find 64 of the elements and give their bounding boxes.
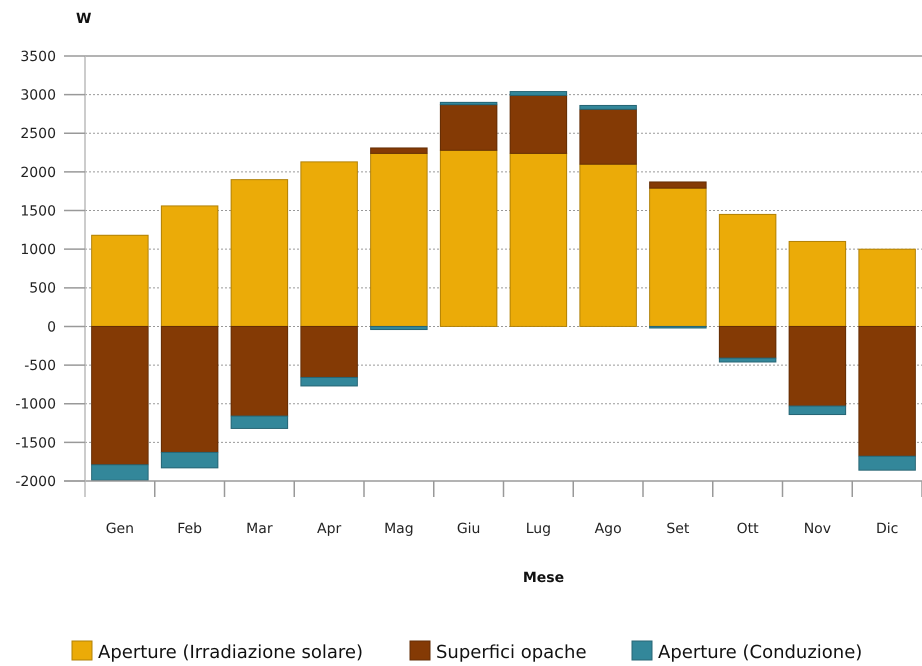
y-tick-label: 2500 — [20, 126, 56, 142]
y-tick-label: -2000 — [15, 474, 56, 490]
bar — [858, 326, 916, 457]
bar — [370, 326, 428, 330]
x-tick-label: Giu — [456, 521, 480, 537]
x-tick-label: Ott — [736, 521, 760, 537]
bar — [649, 181, 707, 189]
x-tick-label: Nov — [804, 521, 832, 537]
bar — [718, 326, 776, 359]
x-tick-label: Ago — [594, 521, 622, 537]
bar — [510, 91, 568, 96]
bar — [788, 406, 846, 416]
bar — [91, 326, 149, 466]
bar — [788, 240, 846, 327]
x-tick-label: Gen — [106, 521, 134, 537]
bar — [649, 188, 707, 327]
legend-label: Aperture (Irradiazione solare) — [98, 642, 363, 663]
legend-label: Superfici opache — [436, 642, 587, 663]
bar — [230, 416, 288, 429]
bar — [300, 161, 358, 327]
bar — [858, 248, 916, 327]
bar — [579, 108, 637, 165]
x-tick-label: Feb — [177, 521, 202, 537]
bar — [440, 102, 498, 106]
y-tick-label: 1500 — [20, 203, 56, 220]
bar — [300, 326, 358, 378]
y-tick-label: 2000 — [20, 164, 56, 181]
bar — [510, 152, 568, 327]
bar — [440, 104, 498, 151]
bar — [160, 205, 218, 327]
y-tick-label: 500 — [29, 280, 56, 297]
x-tick-label: Lug — [526, 521, 552, 537]
bar — [300, 376, 358, 386]
bar — [230, 326, 288, 417]
y-tick-label: -500 — [24, 358, 56, 374]
bar — [160, 326, 218, 453]
bar — [788, 326, 846, 407]
y-tick-label: 3500 — [20, 48, 56, 65]
bar — [91, 464, 149, 481]
bar — [579, 104, 637, 110]
bar — [579, 164, 637, 327]
bar — [858, 456, 916, 471]
bar — [510, 94, 568, 154]
x-tick-label: Mar — [246, 521, 273, 537]
y-tick-label: -1000 — [15, 396, 56, 413]
x-tick-label: Set — [666, 521, 690, 537]
legend-label: Aperture (Conduzione) — [658, 642, 862, 663]
bar — [91, 234, 149, 327]
bar — [370, 147, 428, 154]
bar — [230, 179, 288, 327]
bar — [718, 214, 776, 327]
y-tick-label: 3000 — [20, 88, 56, 104]
y-tick-label: -1500 — [15, 435, 56, 452]
bar — [160, 452, 218, 468]
y-tick-label: 1000 — [20, 242, 56, 258]
x-tick-label: Dic — [876, 521, 898, 537]
bar — [370, 152, 428, 327]
y-axis-title: W — [76, 11, 92, 27]
x-axis-title: Mese — [522, 570, 564, 586]
y-tick-label: 0 — [47, 319, 56, 336]
x-tick-label: Mag — [384, 521, 414, 537]
bar — [440, 150, 498, 327]
x-tick-label: Apr — [317, 521, 342, 537]
bar — [718, 358, 776, 362]
